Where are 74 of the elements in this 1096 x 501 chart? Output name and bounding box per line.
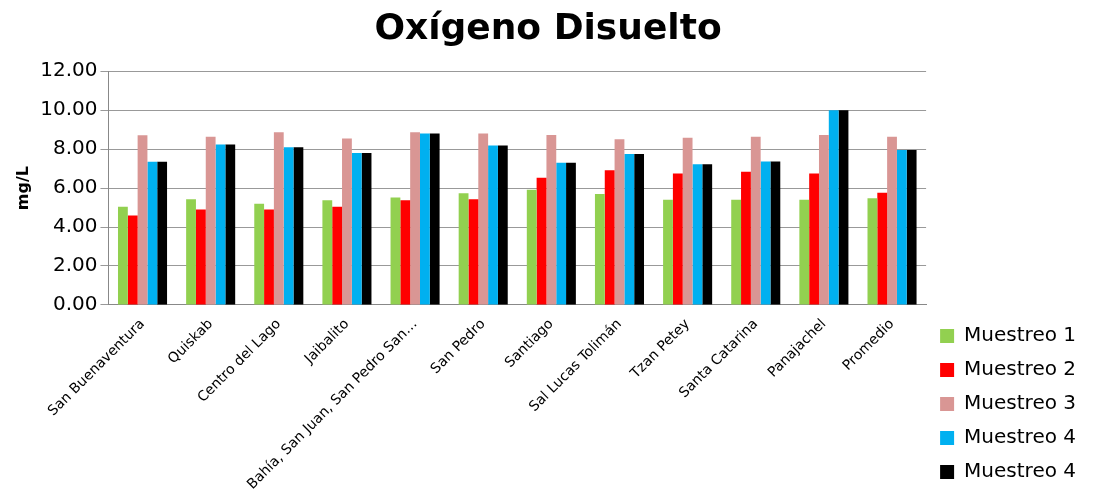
bar — [157, 161, 168, 305]
bar — [546, 135, 557, 305]
bar — [556, 162, 567, 305]
bar — [750, 136, 761, 305]
bar — [186, 199, 196, 305]
bar — [361, 153, 372, 305]
bar — [614, 139, 625, 305]
bar — [887, 136, 897, 305]
bar — [799, 199, 810, 305]
bar — [663, 199, 673, 305]
bar — [497, 145, 508, 305]
bar — [828, 110, 839, 305]
legend-label: Muestreo 2 — [964, 356, 1076, 381]
legend-label: Muestreo 3 — [964, 390, 1076, 415]
bar — [283, 147, 294, 305]
bar — [896, 150, 907, 305]
bar — [682, 137, 693, 305]
bar — [594, 193, 605, 305]
y-tick-label: 2.00 — [52, 252, 98, 277]
bar — [118, 206, 128, 305]
bar — [867, 198, 878, 305]
bar — [390, 197, 401, 305]
bar — [293, 147, 304, 305]
bar — [410, 132, 420, 305]
bar — [624, 153, 635, 305]
legend-label: Muestreo 4 — [964, 424, 1076, 449]
y-tick-label: 0.00 — [52, 291, 98, 316]
bar — [692, 164, 703, 305]
bar — [877, 192, 888, 305]
bar — [731, 199, 742, 305]
bar — [147, 161, 158, 305]
bar — [342, 138, 352, 305]
y-axis-title: mg/L — [12, 165, 32, 211]
bar — [672, 173, 683, 305]
y-tick-label: 4.00 — [52, 213, 98, 238]
y-tick-label: 10.00 — [40, 96, 98, 121]
bar — [906, 150, 917, 305]
chart-title: Oxígeno Disuelto — [374, 5, 722, 47]
bar — [741, 171, 751, 305]
bar — [634, 153, 645, 305]
bar — [566, 162, 576, 305]
bar — [809, 173, 819, 305]
bar — [458, 193, 469, 305]
bar — [351, 153, 362, 305]
bar — [225, 144, 236, 305]
legend-label: Muestreo 4 — [964, 458, 1076, 483]
bar — [536, 177, 547, 305]
y-tick-label: 12.00 — [40, 57, 98, 82]
bar — [205, 136, 216, 305]
bar — [770, 161, 781, 305]
bar — [332, 206, 343, 305]
bar — [400, 200, 411, 305]
bar — [488, 145, 498, 305]
bar — [604, 170, 615, 305]
bar — [322, 200, 333, 305]
bar — [215, 144, 226, 305]
bar — [702, 164, 713, 305]
bar — [127, 215, 138, 305]
legend-label: Muestreo 1 — [964, 322, 1076, 347]
bar — [429, 133, 440, 305]
bar — [195, 209, 206, 305]
bar — [264, 209, 274, 305]
bar — [254, 203, 265, 305]
bar — [760, 161, 771, 305]
y-tick-label: 8.00 — [52, 135, 98, 160]
bar — [419, 133, 430, 305]
bar — [478, 133, 489, 305]
bar — [526, 189, 537, 305]
bar — [273, 132, 284, 305]
bar — [137, 135, 148, 305]
bar — [818, 135, 829, 305]
bar — [468, 199, 479, 305]
y-tick-label: 6.00 — [52, 174, 98, 199]
bar — [838, 110, 849, 305]
